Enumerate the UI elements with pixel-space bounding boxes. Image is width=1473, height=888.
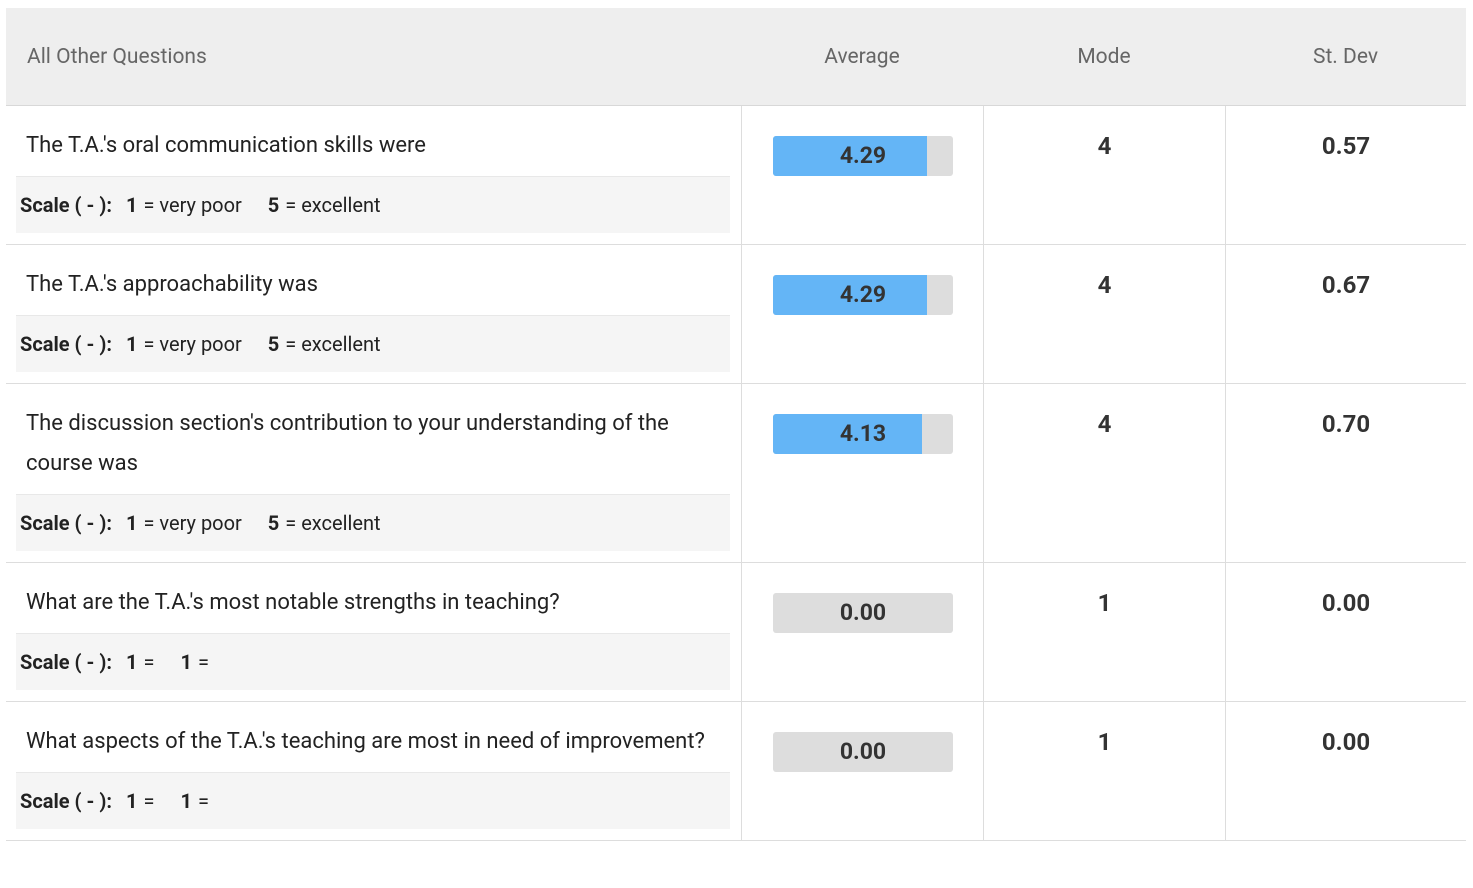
- average-bar: 0.00: [773, 732, 953, 772]
- scale-low: 1: [125, 511, 138, 535]
- scale-box: Scale ( - ): 1 = very poor 5 = excellent: [16, 494, 730, 551]
- average-bar: 4.29: [773, 275, 953, 315]
- table-row: What aspects of the T.A.'s teaching are …: [6, 702, 1466, 841]
- average-cell: 4.13: [741, 384, 983, 562]
- scale-box: Scale ( - ): 1 = very poor 5 = excellent: [16, 315, 730, 372]
- mode-value: 4: [1097, 132, 1112, 160]
- stdev-value: 0.00: [1321, 589, 1371, 617]
- stdev-cell: 0.57: [1225, 106, 1466, 244]
- stdev-value: 0.70: [1321, 410, 1371, 438]
- scale-high: 5: [267, 193, 280, 217]
- header-cell: All Other Questions: [27, 44, 207, 69]
- average-fill: [773, 414, 922, 454]
- scale-box: Scale ( - ): 1 = 1 =: [16, 633, 730, 690]
- scale-low-text: = very poor: [143, 511, 242, 535]
- scale-low: 1: [125, 332, 138, 356]
- scale-high-text: = excellent: [285, 193, 381, 217]
- mode-cell: 4: [983, 245, 1225, 383]
- stdev-cell: 0.67: [1225, 245, 1466, 383]
- scale-box: Scale ( - ): 1 = very poor 5 = excellent: [16, 176, 730, 233]
- question-cell: The discussion section's contribution to…: [6, 384, 741, 562]
- question-cell: What aspects of the T.A.'s teaching are …: [6, 702, 741, 840]
- table-row: The T.A.'s approachability was Scale ( - …: [6, 245, 1466, 384]
- mode-cell: 1: [983, 563, 1225, 701]
- mode-value: 1: [1097, 728, 1112, 756]
- scale-low-text: =: [143, 789, 155, 813]
- scale-low-text: =: [143, 650, 155, 674]
- question-text: The T.A.'s oral communication skills wer…: [26, 133, 426, 158]
- table-row: The discussion section's contribution to…: [6, 384, 1466, 563]
- stdev-cell: 0.00: [1225, 563, 1466, 701]
- header: All Other Questions Average Mode St. Dev: [6, 8, 1466, 106]
- scale-low: 1: [125, 789, 138, 813]
- average-bar: 4.29: [773, 136, 953, 176]
- table: All Other Questions Average Mode St. Dev…: [6, 8, 1466, 841]
- scale-box: Scale ( - ): 1 = 1 =: [16, 772, 730, 829]
- question-text: What aspects of the T.A.'s teaching are …: [26, 729, 705, 754]
- average-value: 4.29: [839, 142, 887, 169]
- average-fill: [773, 275, 928, 315]
- scale-label: Scale ( - ):: [20, 650, 112, 674]
- average-value: 0.00: [839, 738, 887, 765]
- mode-value: 4: [1097, 410, 1112, 438]
- stdev-value: 0.57: [1321, 132, 1371, 160]
- average-cell: 4.29: [741, 106, 983, 244]
- scale-high: 5: [267, 511, 280, 535]
- average-cell: 4.29: [741, 245, 983, 383]
- stdev-value: 0.00: [1321, 728, 1371, 756]
- scale-high: 5: [267, 332, 280, 356]
- scale-high-text: =: [197, 650, 209, 674]
- stdev-value: 0.67: [1321, 271, 1371, 299]
- average-value: 4.13: [839, 420, 887, 447]
- scale-low: 1: [125, 193, 138, 217]
- scale-low-text: = very poor: [143, 193, 242, 217]
- scale-label: Scale ( - ):: [20, 789, 112, 813]
- scale-high: 1: [180, 650, 192, 674]
- mode-value: 4: [1097, 271, 1112, 299]
- scale-label: Scale ( - ):: [20, 511, 112, 535]
- question-cell: The T.A.'s oral communication skills wer…: [6, 106, 741, 244]
- scale-low: 1: [125, 650, 138, 674]
- average-value: 0.00: [839, 599, 887, 626]
- scale-high-text: = excellent: [285, 332, 381, 356]
- average-value: 4.29: [839, 281, 887, 308]
- mode-value: 1: [1097, 589, 1112, 617]
- header-cell: Mode: [1077, 44, 1131, 69]
- mode-cell: 4: [983, 384, 1225, 562]
- average-fill: [773, 136, 928, 176]
- question-text: The discussion section's contribution to…: [26, 411, 669, 476]
- scale-low-text: = very poor: [143, 332, 242, 356]
- question-text: What are the T.A.'s most notable strengt…: [26, 590, 560, 615]
- stdev-cell: 0.00: [1225, 702, 1466, 840]
- header-cell: Average: [824, 44, 900, 69]
- average-bar: 0.00: [773, 593, 953, 633]
- average-bar: 4.13: [773, 414, 953, 454]
- question-cell: What are the T.A.'s most notable strengt…: [6, 563, 741, 701]
- scale-label: Scale ( - ):: [20, 193, 112, 217]
- scale-high-text: = excellent: [285, 511, 381, 535]
- table-row: The T.A.'s oral communication skills wer…: [6, 106, 1466, 245]
- mode-cell: 1: [983, 702, 1225, 840]
- table-row: What are the T.A.'s most notable strengt…: [6, 563, 1466, 702]
- mode-cell: 4: [983, 106, 1225, 244]
- question-text: The T.A.'s approachability was: [26, 272, 318, 297]
- scale-label: Scale ( - ):: [20, 332, 112, 356]
- question-cell: The T.A.'s approachability was Scale ( - …: [6, 245, 741, 383]
- stdev-cell: 0.70: [1225, 384, 1466, 562]
- average-cell: 0.00: [741, 702, 983, 840]
- scale-high-text: =: [197, 789, 209, 813]
- average-cell: 0.00: [741, 563, 983, 701]
- header-cell: St. Dev: [1312, 44, 1379, 69]
- scale-high: 1: [180, 789, 192, 813]
